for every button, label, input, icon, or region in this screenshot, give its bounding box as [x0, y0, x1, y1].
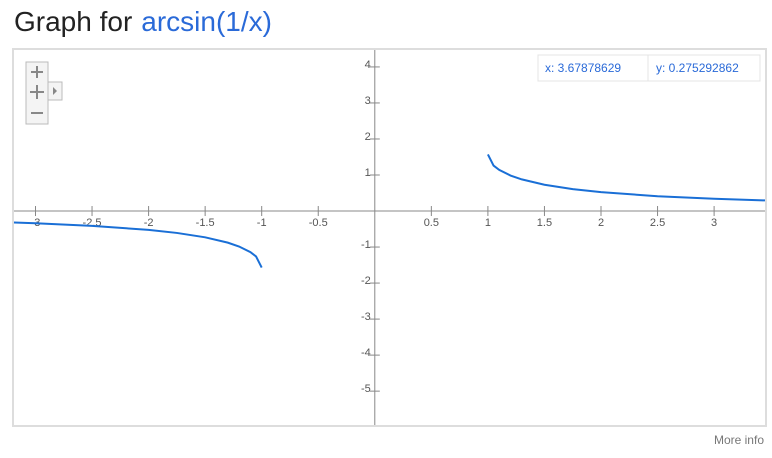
x-tick-label: 2 — [598, 217, 604, 229]
x-tick-label: 1.5 — [537, 217, 552, 229]
x-tick-label: -1.5 — [196, 217, 215, 229]
readout-y-box — [647, 54, 761, 82]
x-tick-label: 2.5 — [650, 217, 665, 229]
readout-x: x: 3.67878629 — [545, 61, 621, 75]
x-tick-label: -1 — [257, 217, 267, 229]
x-tick-label: 1 — [485, 217, 491, 229]
y-tick-label: -2 — [361, 275, 371, 287]
y-tick-label: -4 — [361, 347, 371, 359]
title: Graph for arcsin(1/x) — [14, 6, 272, 37]
y-tick-label: 1 — [365, 167, 371, 179]
function-curve — [14, 153, 765, 269]
readout: x: 3.67878629 y: 0.275292862 — [537, 54, 761, 82]
y-tick-label: 3 — [365, 95, 371, 107]
zoom-controls — [25, 61, 63, 125]
y-tick-label: -1 — [361, 239, 371, 251]
y-tick-label: -3 — [361, 311, 371, 323]
x-tick-label: -0.5 — [309, 217, 328, 229]
pan[interactable] — [30, 85, 44, 99]
y-tick-label: -5 — [361, 383, 371, 395]
function-link[interactable]: arcsin(1/x) — [141, 6, 272, 37]
pan-arrow — [53, 87, 57, 95]
readout-y: y: 0.275292862 — [656, 61, 739, 75]
x-tick-label: -2 — [144, 217, 154, 229]
plot-area: -3 -2.5 -2 -1.5 -1 -0.5 0.5 1 1.5 2 2.5 34321-1-2-3… — [14, 50, 765, 425]
readout-x-box — [537, 54, 649, 82]
plot-frame — [12, 48, 767, 427]
y-tick-label: 2 — [365, 131, 371, 143]
x-tick-label: 0.5 — [424, 217, 439, 229]
y-tick-label: 4 — [365, 59, 371, 71]
more-info-link[interactable]: More info — [714, 433, 764, 447]
zoom-in[interactable] — [31, 66, 43, 78]
title-prefix: Graph for — [14, 6, 132, 37]
x-tick-label: 3 — [711, 217, 717, 229]
